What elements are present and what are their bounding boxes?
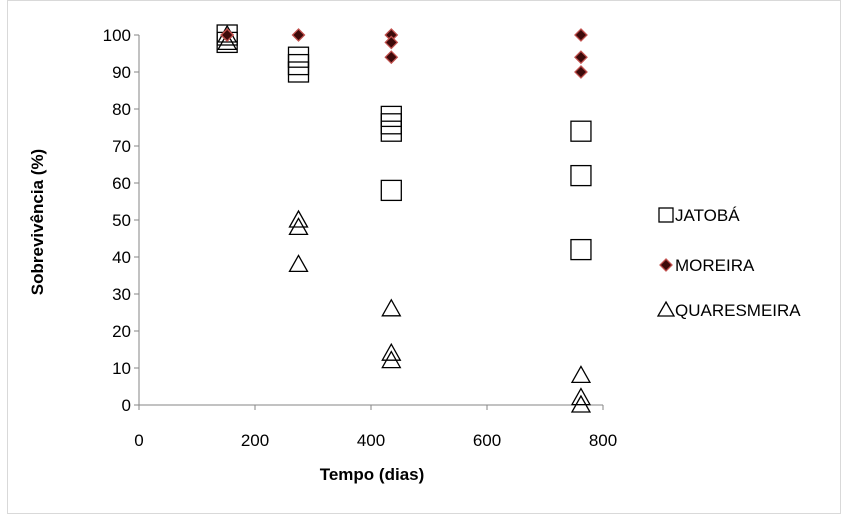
x-tick-label: 800: [589, 431, 617, 450]
data-point-jatobá: [287, 46, 310, 68]
legend-item: MOREIRA: [659, 256, 755, 275]
legend-label: JATOBÁ: [675, 206, 740, 225]
legend-square-icon: [658, 207, 674, 223]
data-point-moreira: [574, 50, 588, 65]
data-point-jatobá: [287, 53, 310, 76]
data-point-jatobá: [380, 120, 402, 142]
x-tick-label: 0: [134, 431, 143, 450]
data-point-quaresmeira: [288, 217, 309, 236]
data-points: [216, 24, 592, 413]
data-point-jatobá: [287, 61, 310, 83]
data-point-quaresmeira: [570, 394, 592, 413]
y-tick-label: 20: [112, 322, 131, 341]
legend-item: JATOBÁ: [658, 206, 740, 225]
legend-label: QUARESMEIRA: [675, 301, 801, 320]
tick-labels: 0 10 20 30 40 50 60 70 80 90 100 0 200 400 600 800: [103, 26, 618, 450]
y-tick-label: 70: [112, 137, 131, 156]
y-tick-label: 40: [112, 248, 131, 267]
y-tick-label: 60: [112, 174, 131, 193]
data-point-jatobá: [570, 238, 592, 261]
data-point-jatobá: [570, 164, 592, 187]
y-tick-label: 30: [112, 285, 131, 304]
data-point-quaresmeira: [570, 365, 592, 384]
y-tick-label: 50: [112, 211, 131, 230]
x-axis-title: Tempo (dias): [320, 465, 425, 484]
x-tick-label: 400: [357, 431, 385, 450]
y-tick-label: 80: [112, 100, 131, 119]
data-point-quaresmeira: [381, 298, 402, 317]
data-point-jatobá: [380, 113, 402, 135]
data-point-moreira: [384, 35, 399, 50]
legend-triangle-icon: [656, 300, 676, 317]
data-point-jatobá: [570, 120, 592, 142]
legend-item: QUARESMEIRA: [656, 300, 801, 320]
axes: [134, 34, 604, 410]
y-tick-label: 0: [122, 396, 131, 415]
legend-label: MOREIRA: [675, 256, 755, 275]
data-point-quaresmeira: [288, 209, 309, 228]
data-point-quaresmeira: [381, 350, 402, 369]
chart-area: 0 10 20 30 40 50 60 70 80 90 100 0 200 400 600 800 Sobr…: [7, 0, 841, 514]
scatter-chart: 0 10 20 30 40 50 60 70 80 90 100 0 200 400 600 800 Sobr…: [28, 24, 801, 484]
data-point-moreira: [220, 28, 235, 42]
data-point-jatobá: [380, 179, 402, 202]
data-point-moreira: [574, 65, 588, 79]
y-tick-label: 90: [112, 63, 131, 82]
legend: JATOBÁ MOREIRA QUARESMEIRA: [656, 206, 801, 320]
y-axis-title: Sobrevivência (%): [28, 149, 47, 295]
data-point-moreira: [574, 28, 588, 42]
data-point-quaresmeira: [570, 387, 592, 406]
legend-diamond-icon: [659, 258, 673, 272]
data-point-moreira: [291, 28, 306, 42]
data-point-moreira: [384, 50, 399, 65]
y-tick-label: 100: [103, 26, 131, 45]
y-tick-label: 10: [112, 359, 131, 378]
data-point-quaresmeira: [288, 254, 309, 273]
data-point-jatobá: [380, 105, 402, 128]
data-point-quaresmeira: [217, 32, 238, 51]
x-tick-label: 600: [473, 431, 501, 450]
data-point-quaresmeira: [381, 342, 402, 361]
x-tick-label: 200: [241, 431, 269, 450]
